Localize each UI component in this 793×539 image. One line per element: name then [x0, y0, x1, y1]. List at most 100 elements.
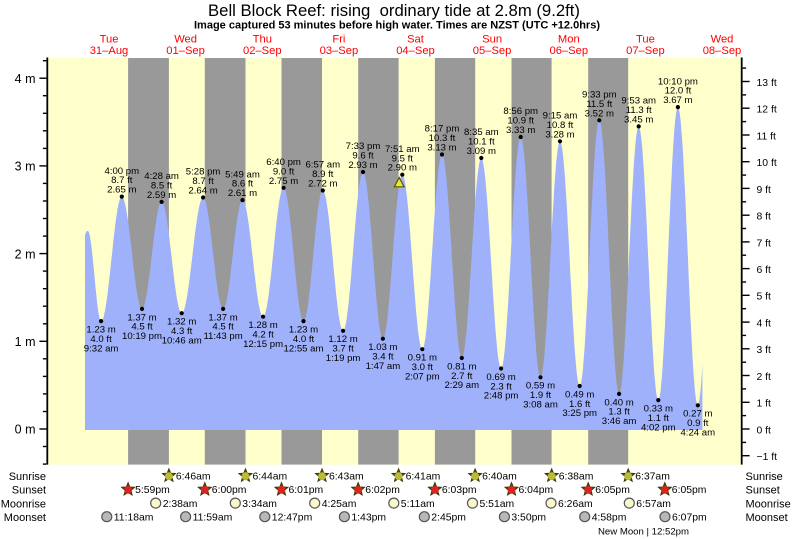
svg-text:10.3 ft: 10.3 ft: [429, 133, 456, 144]
svg-text:3.09 m: 3.09 m: [467, 146, 496, 157]
svg-text:1.9 ft: 1.9 ft: [530, 390, 552, 401]
svg-text:4:25am: 4:25am: [322, 499, 357, 510]
svg-text:11 ft: 11 ft: [757, 131, 777, 142]
svg-text:Sunrise: Sunrise: [746, 471, 783, 483]
svg-text:4.0 ft: 4.0 ft: [293, 334, 315, 345]
svg-text:6:40 pm: 6:40 pm: [266, 157, 301, 168]
svg-text:7:33 pm: 7:33 pm: [346, 141, 381, 152]
svg-text:11:59am: 11:59am: [193, 513, 233, 524]
svg-text:8.7 ft: 8.7 ft: [111, 175, 133, 186]
svg-text:6:07pm: 6:07pm: [672, 513, 707, 524]
svg-text:1.3 ft: 1.3 ft: [608, 407, 630, 418]
svg-text:6:37am: 6:37am: [635, 472, 670, 483]
svg-text:1.23 m: 1.23 m: [289, 325, 318, 336]
svg-text:New Moon | 12:52pm: New Moon | 12:52pm: [598, 527, 689, 538]
svg-text:8.9 ft: 8.9 ft: [312, 169, 334, 180]
svg-text:0.91 m: 0.91 m: [408, 353, 437, 364]
svg-text:8.7 ft: 8.7 ft: [192, 176, 214, 187]
svg-text:4.2 ft: 4.2 ft: [252, 330, 274, 341]
svg-text:2 m: 2 m: [15, 247, 36, 261]
svg-text:2:48 pm: 2:48 pm: [484, 391, 519, 402]
svg-text:01–Sep: 01–Sep: [166, 45, 205, 57]
svg-text:0.59 m: 0.59 m: [526, 381, 555, 392]
svg-text:Mon: Mon: [558, 34, 580, 46]
svg-text:6:05pm: 6:05pm: [595, 485, 630, 496]
svg-text:0.9 ft: 0.9 ft: [687, 418, 709, 429]
svg-text:Tue: Tue: [636, 34, 655, 46]
svg-text:8.6 ft: 8.6 ft: [232, 179, 254, 190]
svg-text:0 ft: 0 ft: [757, 425, 772, 436]
svg-text:13 ft: 13 ft: [757, 78, 777, 89]
svg-text:1:47 am: 1:47 am: [366, 361, 401, 372]
svg-text:10.9 ft: 10.9 ft: [507, 116, 534, 127]
svg-text:9:15 am: 9:15 am: [543, 111, 578, 122]
svg-text:4.5 ft: 4.5 ft: [212, 322, 234, 333]
svg-text:4.5 ft: 4.5 ft: [131, 322, 153, 333]
svg-text:2.7 ft: 2.7 ft: [451, 371, 473, 382]
svg-text:9.5 ft: 9.5 ft: [392, 153, 414, 164]
svg-text:3.28 m: 3.28 m: [545, 129, 574, 140]
svg-text:10:46 am: 10:46 am: [162, 335, 202, 346]
svg-text:11:43 pm: 11:43 pm: [203, 331, 242, 342]
svg-text:Fri: Fri: [332, 34, 345, 46]
svg-text:9:33 pm: 9:33 pm: [582, 90, 617, 101]
svg-text:6:43am: 6:43am: [329, 472, 364, 483]
svg-text:3:34am: 3:34am: [242, 499, 277, 510]
svg-text:7:51 am: 7:51 am: [385, 144, 420, 155]
svg-text:12:15 pm: 12:15 pm: [243, 339, 283, 350]
svg-text:11:18am: 11:18am: [114, 513, 154, 524]
svg-text:6:04pm: 6:04pm: [519, 485, 554, 496]
svg-text:5 ft: 5 ft: [757, 292, 772, 303]
svg-text:Moonrise: Moonrise: [1, 498, 46, 510]
svg-text:6:44am: 6:44am: [253, 472, 288, 483]
svg-text:0.69 m: 0.69 m: [486, 372, 515, 383]
svg-text:03–Sep: 03–Sep: [320, 45, 359, 57]
svg-text:Moonset: Moonset: [746, 512, 788, 524]
svg-text:0.40 m: 0.40 m: [604, 397, 633, 408]
svg-text:4:28 am: 4:28 am: [144, 171, 179, 182]
svg-text:6:57 am: 6:57 am: [305, 160, 340, 171]
svg-text:1.37 m: 1.37 m: [127, 312, 156, 323]
svg-text:9:32 am: 9:32 am: [84, 343, 119, 354]
svg-text:Moonrise: Moonrise: [746, 498, 791, 510]
svg-text:8.5 ft: 8.5 ft: [151, 181, 173, 192]
svg-text:3.7 ft: 3.7 ft: [332, 344, 354, 355]
svg-text:8:17 pm: 8:17 pm: [425, 124, 460, 135]
svg-text:2.59 m: 2.59 m: [147, 190, 176, 201]
svg-text:2.72 m: 2.72 m: [308, 179, 337, 190]
svg-text:1.03 m: 1.03 m: [368, 342, 397, 353]
svg-text:3.52 m: 3.52 m: [585, 108, 614, 119]
svg-text:0.49 m: 0.49 m: [565, 389, 594, 400]
svg-text:9.0 ft: 9.0 ft: [273, 166, 295, 177]
svg-text:1.6 ft: 1.6 ft: [569, 399, 591, 410]
svg-text:Sunset: Sunset: [746, 485, 780, 497]
svg-text:Wed: Wed: [174, 34, 197, 46]
svg-text:4:00 pm: 4:00 pm: [104, 166, 139, 177]
svg-text:6:00pm: 6:00pm: [212, 485, 247, 496]
svg-text:1:19 pm: 1:19 pm: [326, 353, 361, 364]
svg-text:1 m: 1 m: [15, 335, 36, 349]
svg-text:9 ft: 9 ft: [757, 185, 772, 196]
svg-text:5:51am: 5:51am: [480, 499, 515, 510]
svg-text:Sunset: Sunset: [12, 485, 46, 497]
svg-text:3 m: 3 m: [15, 160, 36, 174]
svg-text:6:26am: 6:26am: [558, 499, 593, 510]
svg-text:6:05pm: 6:05pm: [672, 485, 707, 496]
svg-text:1.12 m: 1.12 m: [328, 334, 357, 345]
svg-text:Image captured 53 minutes befo: Image captured 53 minutes before high wa…: [194, 20, 600, 32]
svg-text:07–Sep: 07–Sep: [626, 45, 665, 57]
svg-text:12:55 am: 12:55 am: [283, 343, 323, 354]
svg-text:3:46 am: 3:46 am: [602, 416, 637, 427]
svg-text:4:24 am: 4:24 am: [680, 428, 715, 439]
svg-text:3.67 m: 3.67 m: [663, 95, 692, 106]
svg-text:3.33 m: 3.33 m: [506, 125, 535, 136]
svg-text:10.1 ft: 10.1 ft: [468, 137, 495, 148]
svg-text:4:02 pm: 4:02 pm: [641, 422, 676, 433]
svg-text:3 ft: 3 ft: [757, 345, 772, 356]
svg-text:0 m: 0 m: [15, 423, 36, 437]
svg-text:2:07 pm: 2:07 pm: [405, 371, 440, 382]
svg-text:06–Sep: 06–Sep: [550, 45, 589, 57]
svg-text:2.90 m: 2.90 m: [388, 163, 417, 174]
svg-text:1.37 m: 1.37 m: [208, 312, 237, 323]
svg-text:10.8 ft: 10.8 ft: [547, 120, 574, 131]
